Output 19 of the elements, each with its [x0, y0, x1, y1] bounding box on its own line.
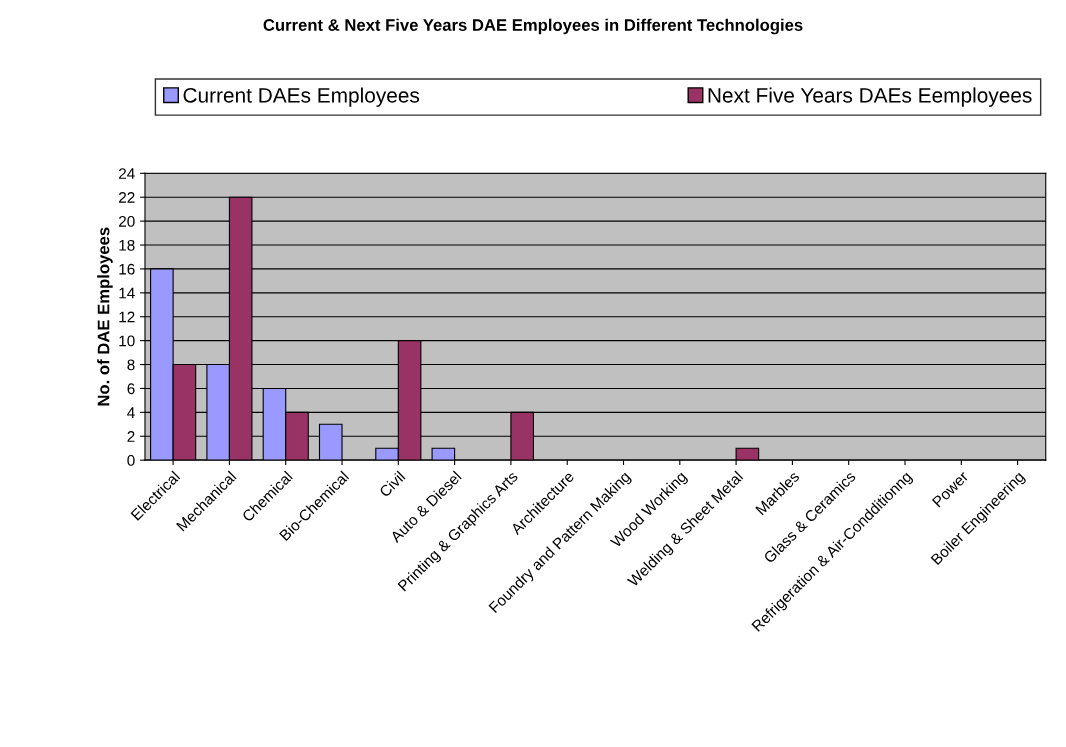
bar	[735, 447, 760, 461]
y-axis-title: No. of DAE Employees	[97, 227, 113, 406]
y-tick-label: 16	[119, 263, 135, 275]
legend-label: Next Five Years DAEs Eemployees	[708, 87, 1032, 107]
chart-title: Current & Next Five Years DAE Employees in Different Technologies	[263, 18, 803, 35]
y-tick-label: 24	[119, 168, 135, 179]
y-tick-label: 2	[127, 431, 135, 442]
y-tick-label: 20	[119, 215, 135, 227]
legend-label: Current DAEs Employees	[183, 87, 420, 107]
y-tick-label: 14	[119, 287, 135, 299]
y-tick-label: 8	[127, 359, 135, 371]
y-tick-label: 0	[127, 455, 135, 466]
y-tick-label: 6	[127, 383, 135, 395]
y-tick-label: 18	[119, 239, 135, 251]
y-tick-label: 4	[127, 407, 135, 418]
y-tick-label: 12	[119, 311, 135, 323]
y-tick-label: 10	[119, 335, 135, 347]
y-tick-label: 22	[119, 192, 135, 203]
bar	[431, 447, 456, 461]
